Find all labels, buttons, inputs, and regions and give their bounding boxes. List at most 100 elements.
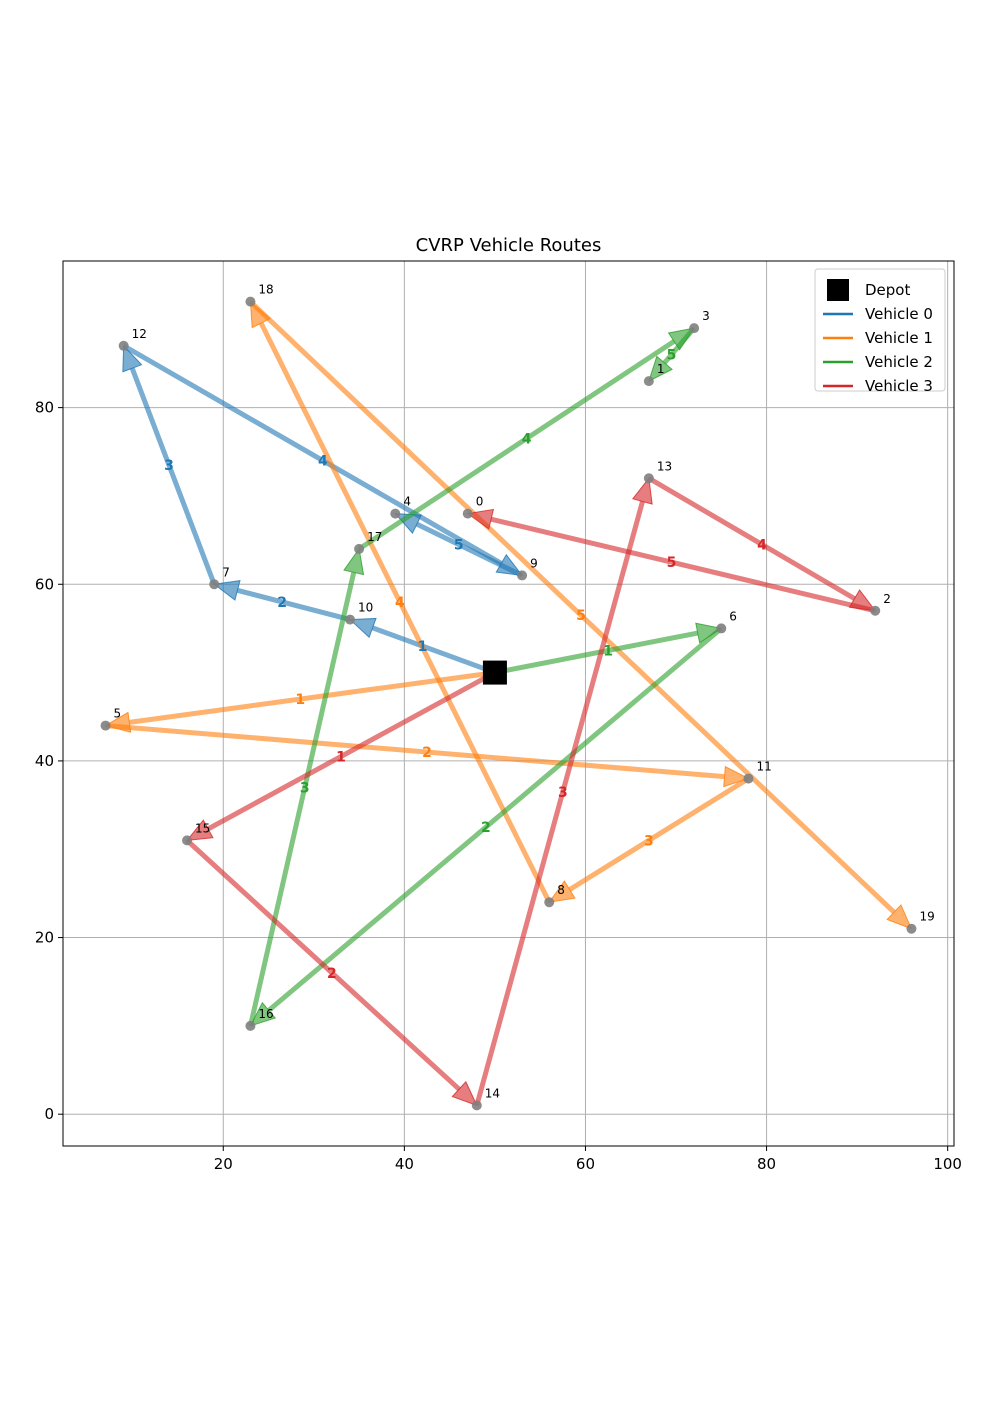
route-segment-vehicle-3 (185, 838, 461, 1092)
legend-label-vehicle-0: Vehicle 0 (865, 305, 933, 323)
route-arrowhead-vehicle-2 (648, 355, 673, 383)
customer-node-label: 0 (476, 495, 484, 509)
route-segment-vehicle-1 (105, 723, 725, 780)
y-tick-label: 0 (44, 1105, 54, 1123)
y-tick-label: 60 (35, 575, 54, 593)
customer-node-label: 16 (258, 1007, 273, 1021)
route-segment-vehicle-3 (474, 500, 645, 1107)
customer-node-label: 12 (132, 327, 147, 341)
x-tick-label: 60 (576, 1155, 595, 1173)
route-arrowhead-vehicle-3 (632, 477, 653, 505)
route-arrowhead-vehicle-0 (348, 617, 377, 639)
route-lines (104, 299, 913, 1107)
route-step-label: 4 (395, 595, 405, 611)
route-step-label: 5 (454, 538, 464, 554)
route-step-label: 4 (522, 432, 532, 448)
route-step-label: 3 (644, 833, 654, 849)
route-segment-vehicle-2 (662, 326, 697, 365)
customer-node-label: 10 (358, 601, 373, 615)
route-arrowhead-vehicle-2 (343, 547, 365, 576)
depot-marker (482, 660, 507, 685)
y-tick-label: 80 (35, 399, 54, 417)
route-step-label: 2 (277, 595, 287, 611)
route-step-label: 4 (757, 538, 767, 554)
customer-node-label: 4 (403, 495, 411, 509)
plot-area (62, 260, 955, 1147)
route-step-label: 3 (164, 458, 174, 474)
route-step-label: 1 (336, 749, 346, 765)
customer-node-0 (462, 508, 473, 519)
route-step-label: 3 (558, 785, 568, 801)
route-segment-vehicle-2 (267, 626, 723, 1013)
customer-node-12 (118, 340, 129, 351)
route-step-label: 3 (300, 780, 310, 796)
customer-node-label: 14 (485, 1086, 500, 1100)
route-step-label: 2 (422, 745, 432, 761)
route-segment-vehicle-3 (490, 516, 876, 614)
x-tick-label: 20 (214, 1155, 233, 1173)
route-segment-vehicle-1 (258, 322, 552, 904)
customer-node-label: 13 (657, 459, 672, 473)
legend-depot-swatch (827, 279, 849, 301)
route-step-label: 1 (418, 639, 428, 655)
route-segment-vehicle-2 (357, 339, 676, 552)
customer-node-6 (716, 623, 727, 634)
customer-node-label: 11 (756, 760, 771, 774)
route-step-label: 2 (481, 820, 491, 836)
route-segment-vehicle-1 (568, 776, 750, 892)
customer-node-4 (390, 508, 401, 519)
customer-node-19 (906, 923, 917, 934)
legend: Depot Vehicle 0 Vehicle 1 Vehicle 2 Vehicle … (814, 268, 946, 395)
y-tick-label: 40 (35, 752, 54, 770)
grid-lines (63, 261, 954, 1146)
customer-node-18 (245, 296, 256, 307)
customer-node-7 (209, 579, 220, 590)
customer-node-5 (100, 720, 111, 731)
route-arrowhead-vehicle-1 (548, 880, 576, 903)
customer-node-9 (517, 570, 528, 581)
customer-node-1 (643, 376, 654, 387)
customer-node-2 (870, 605, 881, 616)
legend-depot-label: Depot (865, 281, 910, 299)
customer-node-label: 8 (557, 883, 565, 897)
route-arrowhead-vehicle-2 (249, 1001, 277, 1027)
customer-node-17 (354, 543, 365, 554)
route-step-label: 2 (327, 966, 337, 982)
route-segment-vehicle-1 (248, 299, 896, 915)
legend-label-vehicle-3: Vehicle 3 (865, 377, 933, 395)
route-segment-vehicle-3 (647, 476, 856, 601)
route-step-label: 5 (667, 555, 677, 571)
route-segment-vehicle-0 (129, 367, 217, 586)
route-step-label: 5 (667, 348, 677, 364)
route-segment-vehicle-0 (236, 587, 351, 623)
customer-node-label: 7 (222, 565, 230, 579)
route-arrowhead-vehicle-1 (723, 765, 750, 788)
customer-node-label: 1 (657, 362, 665, 376)
route-arrowhead-vehicle-0 (122, 344, 143, 373)
customer-node-10 (345, 614, 356, 625)
route-segment-vehicle-1 (129, 670, 496, 725)
customer-node-8 (544, 897, 555, 908)
customer-node-label: 9 (530, 556, 538, 570)
legend-label-vehicle-2: Vehicle 2 (865, 353, 933, 371)
route-step-label: 1 (603, 644, 613, 660)
customer-node-label: 19 (919, 910, 934, 924)
route-arrowhead-vehicle-3 (466, 508, 495, 530)
route-step-label: 1 (295, 692, 305, 708)
x-tick-label: 80 (757, 1155, 776, 1173)
route-arrowhead-vehicle-0 (212, 580, 241, 601)
customer-node-label: 15 (195, 821, 210, 835)
route-step-label: 5 (576, 608, 586, 624)
customer-node-15 (182, 835, 193, 846)
customer-node-label: 18 (258, 283, 273, 297)
customer-node-label: 17 (367, 530, 382, 544)
route-segment-vehicle-2 (247, 571, 357, 1027)
customer-node-label: 2 (883, 592, 891, 606)
customer-node-11 (743, 773, 754, 784)
route-segment-vehicle-2 (494, 630, 699, 676)
chart-title: CVRP Vehicle Routes (416, 235, 602, 256)
